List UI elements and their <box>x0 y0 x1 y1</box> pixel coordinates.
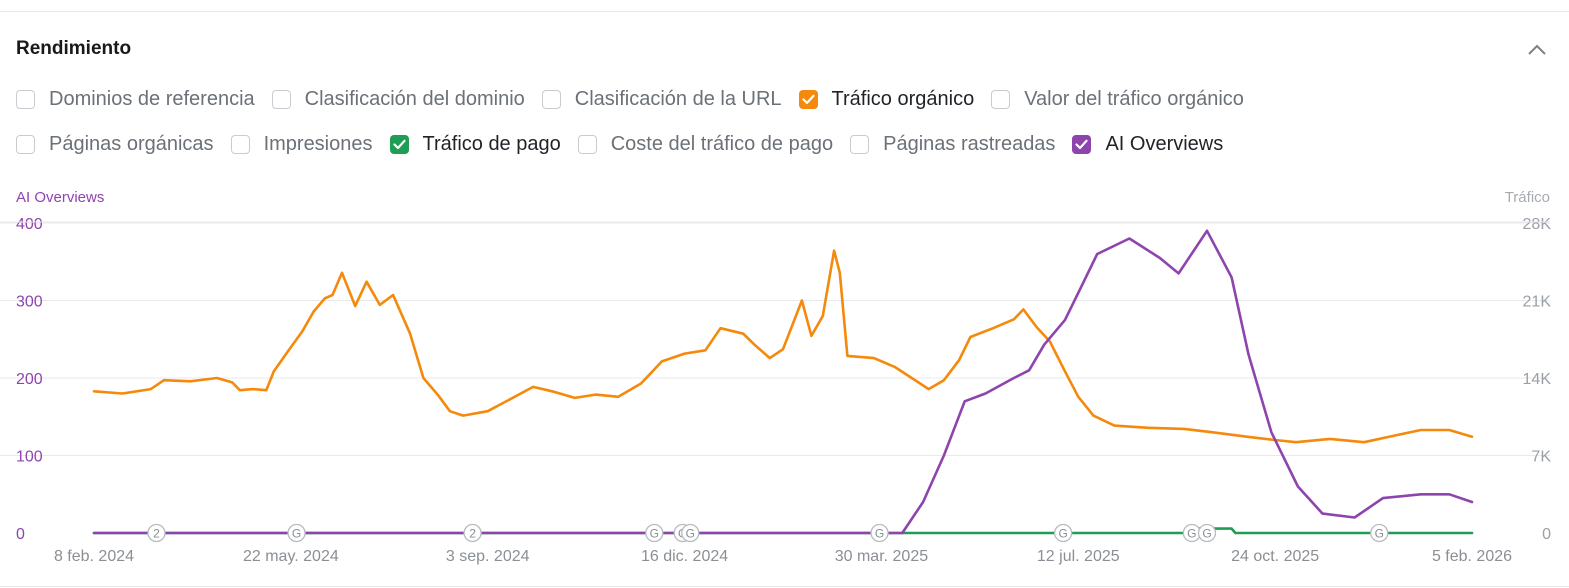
metric-toggle-clasificacion-de-la-url[interactable]: Clasificación de la URL <box>541 88 782 111</box>
event-marker-annotation <box>147 523 166 543</box>
event-marker-google-update <box>645 523 664 543</box>
metric-label: Valor del tráfico orgánico <box>1024 88 1244 110</box>
series-line-trafico-organico <box>92 249 1474 444</box>
chevron-up-icon <box>1528 44 1546 55</box>
right-y-tick-label: 21K <box>1523 294 1552 311</box>
metric-toggles-row-1: Dominios de referencia Clasificación del … <box>16 88 1261 111</box>
event-marker-annotation <box>463 523 482 543</box>
event-marker-google-update <box>1370 523 1389 543</box>
checkbox-checked-icon[interactable] <box>1072 135 1092 154</box>
event-marker-label: G <box>1202 527 1211 541</box>
checkbox-icon[interactable] <box>16 135 35 154</box>
metric-label: Páginas rastreadas <box>883 133 1056 155</box>
metric-toggle-valor-del-trafico-organico[interactable]: Valor del tráfico orgánico <box>991 88 1244 111</box>
x-tick-label: 30 mar. 2025 <box>835 548 929 565</box>
right-y-tick-label: 28K <box>1523 216 1552 233</box>
x-tick-label: 16 dic. 2024 <box>641 548 728 565</box>
metric-toggle-coste-del-trafico-de-pago[interactable]: Coste del tráfico de pago <box>577 133 834 156</box>
x-tick-label: 8 feb. 2024 <box>54 548 134 565</box>
metric-toggle-trafico-organico[interactable]: Tráfico orgánico <box>798 88 975 111</box>
checkbox-checked-icon[interactable] <box>798 90 818 109</box>
event-marker-label: G <box>1058 527 1067 541</box>
checkbox-icon[interactable] <box>577 135 597 154</box>
left-y-tick-label: 0 <box>16 526 25 543</box>
left-y-tick-label: 400 <box>16 216 43 233</box>
right-y-tick-label: 7K <box>1531 449 1551 466</box>
metric-toggle-dominios-de-referencia[interactable]: Dominios de referencia <box>16 88 255 111</box>
checkbox-checked-icon[interactable] <box>389 135 409 154</box>
metric-toggle-trafico-de-pago[interactable]: Tráfico de pago <box>389 133 561 156</box>
checkbox-icon[interactable] <box>16 90 35 109</box>
metric-toggles-row-2: Páginas orgánicas Impresiones Tráfico de p… <box>16 133 1240 156</box>
metric-label: Clasificación del dominio <box>304 88 525 110</box>
top-divider <box>0 11 1569 12</box>
metric-label: Dominios de referencia <box>49 88 255 110</box>
left-axis-title: AI Overviews <box>16 189 104 206</box>
checkbox-icon[interactable] <box>541 90 561 109</box>
performance-chart: AI Overviews Tráfico010020030040007K14K21… <box>0 189 1552 565</box>
checkbox-icon[interactable] <box>850 135 870 154</box>
x-tick-label: 24 oct. 2025 <box>1231 548 1319 565</box>
x-tick-label: 22 may. 2024 <box>243 548 339 565</box>
checkbox-icon[interactable] <box>991 90 1011 109</box>
right-y-tick-label: 14K <box>1523 371 1552 388</box>
checkbox-icon[interactable] <box>271 90 291 109</box>
event-marker-google-update <box>681 523 700 543</box>
right-y-tick-label: 0 <box>1542 526 1551 543</box>
event-marker-label: 2 <box>153 527 160 541</box>
left-y-tick-label: 300 <box>16 294 43 311</box>
event-marker-google-update <box>287 523 306 543</box>
metric-label: Tráfico orgánico <box>831 88 975 110</box>
event-marker-label: G <box>1375 527 1384 541</box>
metric-label: Páginas orgánicas <box>49 133 214 155</box>
x-tick-label: 3 sep. 2024 <box>446 548 530 565</box>
metric-label: AI Overviews <box>1105 133 1224 155</box>
right-axis-title: Tráfico <box>1505 189 1550 206</box>
bottom-divider <box>0 586 1569 587</box>
metric-toggle-ai-overviews[interactable]: AI Overviews <box>1072 133 1223 156</box>
x-tick-label: 5 feb. 2026 <box>1432 548 1512 565</box>
event-marker-label: G <box>650 527 659 541</box>
event-marker-google-update <box>870 523 889 543</box>
left-y-tick-label: 100 <box>16 449 43 466</box>
metric-toggle-paginas-organicas[interactable]: Páginas orgánicas <box>16 133 214 156</box>
event-marker-label: G <box>1187 527 1196 541</box>
event-marker-label: 2 <box>469 527 476 541</box>
metric-toggle-impresiones[interactable]: Impresiones <box>230 133 373 156</box>
metric-label: Impresiones <box>263 133 373 155</box>
left-y-tick-label: 200 <box>16 371 43 388</box>
metric-label: Tráfico de pago <box>422 133 561 155</box>
metric-label: Clasificación de la URL <box>574 88 782 110</box>
event-marker-label: G <box>292 527 301 541</box>
collapse-button[interactable] <box>1523 36 1551 64</box>
event-marker-label: G <box>875 527 884 541</box>
checkbox-icon[interactable] <box>230 135 250 154</box>
metric-toggle-clasificacion-del-dominio[interactable]: Clasificación del dominio <box>271 88 525 111</box>
event-marker-label: G <box>686 527 695 541</box>
series-line-ai-overviews <box>92 229 1474 535</box>
metric-toggle-paginas-rastreadas[interactable]: Páginas rastreadas <box>850 133 1055 156</box>
x-tick-label: 12 jul. 2025 <box>1037 548 1120 565</box>
event-marker-google-update <box>1197 523 1217 543</box>
panel-title: Rendimiento <box>16 38 132 59</box>
metric-label: Coste del tráfico de pago <box>610 133 834 155</box>
event-marker-google-update <box>1053 523 1073 543</box>
